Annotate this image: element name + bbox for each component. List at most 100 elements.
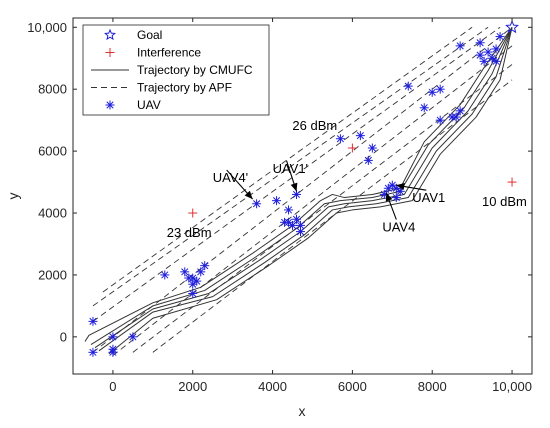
cmufc-trajectory-5 xyxy=(108,27,513,355)
interference-marker xyxy=(188,208,198,218)
uav-marker xyxy=(188,289,198,299)
interference-label: 26 dBm xyxy=(292,118,337,133)
interference-marker xyxy=(507,177,517,187)
uav-marker xyxy=(88,316,98,326)
uav-marker xyxy=(427,87,437,97)
cmufc-trajectory-2 xyxy=(90,27,513,346)
annotation-label: UAV1' xyxy=(273,161,308,176)
apf-trajectory-1 xyxy=(92,26,513,353)
uav-marker xyxy=(435,115,445,125)
x-tick-label: 4000 xyxy=(258,379,287,394)
goal-marker xyxy=(505,19,519,34)
legend-item: UAV xyxy=(105,98,161,112)
uav-marker xyxy=(491,56,501,66)
legend-uav-asterisk-icon xyxy=(105,100,115,110)
x-tick-label: 2000 xyxy=(178,379,207,394)
annotation-arrowhead xyxy=(244,190,253,200)
uav-marker xyxy=(252,199,262,209)
uav-marker xyxy=(108,347,118,357)
uav-marker xyxy=(475,38,485,48)
interference-label: 23 dBm xyxy=(167,225,212,240)
x-axis-label: x xyxy=(299,403,306,419)
y-tick-label: 2000 xyxy=(38,267,67,282)
legend-label: Trajectory by CMUFC xyxy=(137,63,253,77)
uav-marker xyxy=(160,270,170,280)
uav-marker xyxy=(491,44,501,54)
y-tick-label: 8000 xyxy=(38,82,67,97)
y-tick-label: 0 xyxy=(60,329,67,344)
interference-markers: 23 dBm 26 dBm 10 dBm xyxy=(167,118,527,240)
legend-label: UAV xyxy=(137,98,161,112)
uav-marker xyxy=(296,227,306,237)
annotation-label: UAV1 xyxy=(412,190,445,205)
uav-marker xyxy=(367,143,377,153)
uav-marker xyxy=(180,267,190,277)
uav-marker xyxy=(335,134,345,144)
uav-marker xyxy=(419,103,429,113)
uav-marker xyxy=(495,32,505,42)
annotation-label: UAV4' xyxy=(213,170,248,185)
x-tick-label: 10,000 xyxy=(492,379,532,394)
uav-marker xyxy=(284,205,294,215)
apf-trajectory-4 xyxy=(102,26,473,293)
legend-goal-star-icon xyxy=(104,28,116,41)
annotations: UAV1 UAV4 UAV1' UAV4' xyxy=(213,160,445,235)
annotation-label: UAV4 xyxy=(382,220,415,235)
axes-box xyxy=(72,17,533,375)
apf-trajectory-7 xyxy=(112,45,513,356)
goal-marker xyxy=(505,19,519,34)
legend-item: Interference xyxy=(105,46,201,60)
axes: 0 2000 4000 6000 8000 10,000 0 2000 4000 6000 8000… xyxy=(27,17,533,394)
annotation-arrowhead xyxy=(385,192,393,202)
uav-marker xyxy=(451,112,461,122)
uav-marker xyxy=(88,347,98,357)
uav-marker xyxy=(188,273,198,283)
x-tick-label: 6000 xyxy=(338,379,367,394)
interference-label: 10 dBm xyxy=(482,194,527,209)
uav-marker xyxy=(196,267,206,277)
annotation-arrowhead xyxy=(396,183,405,190)
legend: Goal Interference Trajectory by CMUFC Traje… xyxy=(82,24,270,116)
legend-label: Goal xyxy=(137,28,162,42)
uav-marker xyxy=(288,220,298,230)
uav-marker xyxy=(296,220,306,230)
uav-marker xyxy=(363,155,373,165)
uav-marker xyxy=(128,332,138,342)
uav-marker xyxy=(479,56,489,66)
uav-marker xyxy=(292,214,302,224)
legend-item: Trajectory by APF xyxy=(91,81,232,95)
uav-marker xyxy=(355,131,365,141)
uav-marker xyxy=(475,50,485,60)
cmufc-trajectory-3 xyxy=(94,27,513,349)
uav-marker xyxy=(272,196,282,206)
y-tick-label: 6000 xyxy=(38,144,67,159)
uav-markers xyxy=(88,32,505,357)
uav-marker xyxy=(435,84,445,94)
cmufc-trajectories xyxy=(84,27,513,355)
uav-marker xyxy=(403,81,413,91)
cmufc-trajectory-4 xyxy=(98,27,513,352)
legend-interference-plus-icon xyxy=(105,48,115,57)
legend-item: Trajectory by CMUFC xyxy=(91,63,253,77)
uav-marker xyxy=(455,106,465,116)
x-tick-label: 0 xyxy=(109,379,116,394)
y-axis-label: y xyxy=(5,193,21,200)
uav-marker xyxy=(292,189,302,199)
legend-label: Interference xyxy=(137,46,201,60)
apf-trajectory-3 xyxy=(92,26,489,307)
annotation-arrowhead xyxy=(290,182,298,192)
interference-marker xyxy=(347,143,357,153)
uav-marker xyxy=(280,217,290,227)
x-tick-label: 8000 xyxy=(418,379,447,394)
y-tick-label: 4000 xyxy=(38,206,67,221)
uav-marker xyxy=(455,41,465,51)
legend-label: Trajectory by APF xyxy=(137,81,232,95)
uav-marker xyxy=(395,186,405,196)
uav-marker xyxy=(483,47,493,57)
uav-marker xyxy=(391,193,401,203)
uav-marker xyxy=(108,332,118,342)
y-tick-label: 10,000 xyxy=(27,20,67,35)
legend-item: Goal xyxy=(104,28,162,42)
apf-trajectory-2 xyxy=(92,26,501,322)
